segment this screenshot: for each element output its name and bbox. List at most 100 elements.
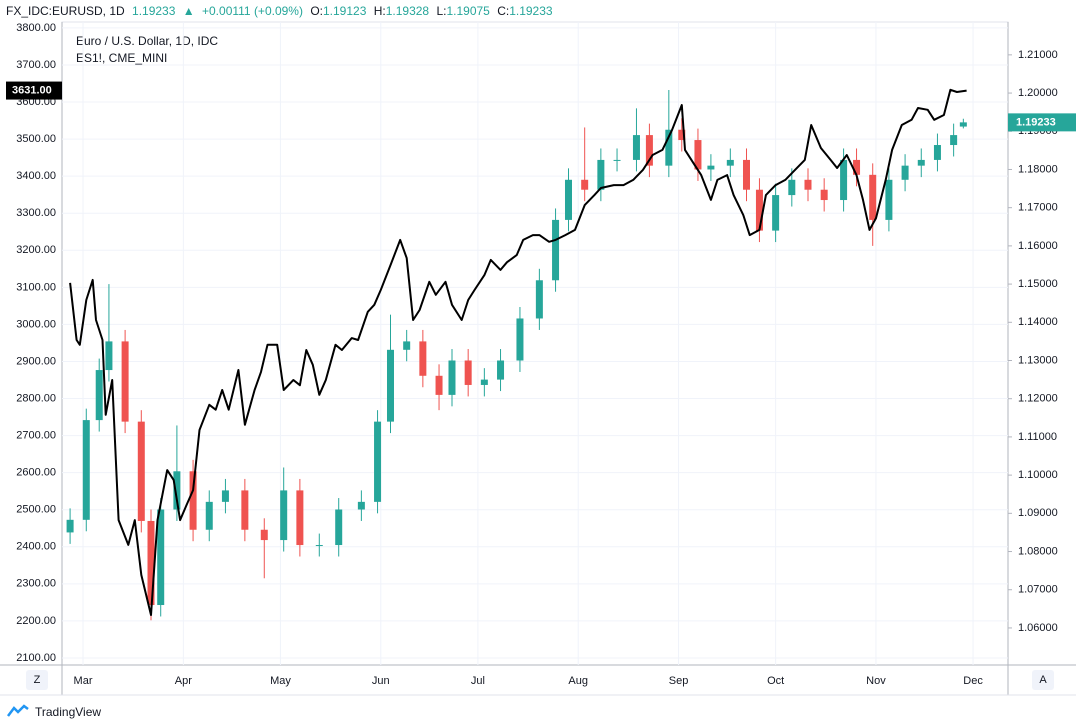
x-tick-label: Dec [963, 675, 983, 687]
y2-tick-label: 1.06000 [1018, 622, 1058, 634]
candle-body [386, 349, 394, 422]
candle-body [516, 318, 524, 361]
y-tick-label: 3700.00 [16, 59, 56, 71]
candle-body [260, 529, 268, 541]
y-tick-label: 3400.00 [16, 170, 56, 182]
symbol: FX_IDC:EURUSD, 1D [6, 4, 125, 18]
x-tick-label: Mar [74, 675, 93, 687]
candle-body [121, 341, 129, 422]
ohlc-value: 1.19328 [385, 4, 430, 18]
button[interactable] [26, 670, 48, 690]
y-tick-label: 2400.00 [16, 541, 56, 553]
candle-body [959, 122, 967, 127]
candle-body [552, 219, 560, 281]
x-tick-label: Sep [669, 675, 689, 687]
candle-body [581, 179, 589, 190]
candle-body [772, 195, 780, 231]
candle-body [645, 135, 653, 166]
ohlc-value: 1.19233 [509, 4, 553, 18]
y-tick-label: 3200.00 [16, 244, 56, 256]
y-tick-label: 3800.00 [16, 22, 56, 34]
y2-tick-label: 1.10000 [1018, 469, 1058, 481]
button-label[interactable]: A [1039, 674, 1047, 686]
candle-body [804, 179, 812, 190]
candle-body [448, 360, 456, 395]
candle-body [885, 179, 893, 220]
candle-body [535, 280, 543, 319]
marks [66, 88, 967, 621]
price-label: 3631.00 [12, 84, 52, 96]
candle-body [464, 360, 472, 385]
ohlc-label: H: [373, 4, 386, 18]
candle-body [173, 471, 181, 510]
candle-body [105, 341, 113, 371]
x-tick-label: Aug [568, 675, 588, 687]
line [69, 88, 967, 616]
candle-body [755, 189, 763, 231]
y2-tick-label: 1.13000 [1018, 354, 1058, 366]
y-tick-label: 2600.00 [16, 467, 56, 479]
ohlc-label: L: [436, 4, 447, 18]
candle-body [335, 509, 343, 546]
candle-body [296, 490, 304, 546]
candle-body [497, 360, 505, 380]
y2-tick-label: 1.20000 [1018, 87, 1058, 99]
candle-body [205, 501, 213, 530]
candle-body [613, 159, 621, 161]
candle-body [933, 145, 941, 160]
button[interactable] [1032, 670, 1054, 690]
candle-body [853, 159, 861, 175]
candle-body [82, 420, 90, 520]
price-label-box [6, 81, 62, 100]
ohlc-label: O: [310, 4, 323, 18]
candle-body [147, 520, 155, 606]
y2-tick-label: 1.18000 [1018, 163, 1058, 175]
x-tick-label: Jul [471, 675, 485, 687]
ohlc-value: 1.19075 [446, 4, 490, 18]
y2-tick-label: 1.17000 [1018, 202, 1058, 214]
candle-body [157, 509, 165, 606]
candle-body [665, 129, 673, 166]
y-tick-label: 2800.00 [16, 392, 56, 404]
brand: TradingView [35, 705, 101, 719]
brand-logo [7, 704, 29, 717]
candle-body [280, 490, 288, 541]
candle-body [840, 159, 848, 201]
candle-body [788, 179, 796, 196]
y2-tick-label: 1.12000 [1018, 393, 1058, 405]
candle-body [726, 159, 734, 166]
x-tick-label: Nov [866, 675, 886, 687]
candle-body [597, 159, 605, 190]
y2-tick-label: 1.16000 [1018, 240, 1058, 252]
candle-body [564, 179, 572, 220]
x-tick-label: Jun [372, 675, 390, 687]
ohlc-value: 1.19123 [322, 4, 367, 18]
candle-body [901, 165, 909, 180]
candle-body [678, 129, 686, 141]
y-tick-label: 2900.00 [16, 355, 56, 367]
candle-body [95, 370, 103, 421]
y-tick-label: 2700.00 [16, 430, 56, 442]
plot-frame [61, 21, 1009, 666]
candle-body [742, 159, 750, 190]
y2-tick-label: 1.14000 [1018, 316, 1058, 328]
y2-tick-label: 1.11000 [1018, 431, 1057, 443]
x-tick-label: May [270, 675, 291, 687]
y2-tick-label: 1.21000 [1018, 49, 1058, 61]
y-tick-label: 3100.00 [16, 281, 56, 293]
candle-body [403, 341, 411, 350]
candle-body [374, 421, 382, 502]
legend-entry: ES1!, CME_MINI [76, 51, 167, 65]
y2-tick-label: 1.08000 [1018, 545, 1058, 557]
grid [62, 22, 1008, 665]
legend-entry: Euro / U.S. Dollar, 1D, IDC [76, 34, 218, 48]
button-label[interactable]: Z [34, 674, 41, 686]
ohlc-label: C: [497, 4, 510, 18]
candle-body [419, 341, 427, 376]
candle-body [221, 490, 229, 502]
x-tick-label: Oct [767, 675, 784, 687]
candle-body [820, 189, 828, 201]
candle-body [694, 140, 702, 170]
y-tick-label: 2300.00 [16, 578, 56, 590]
